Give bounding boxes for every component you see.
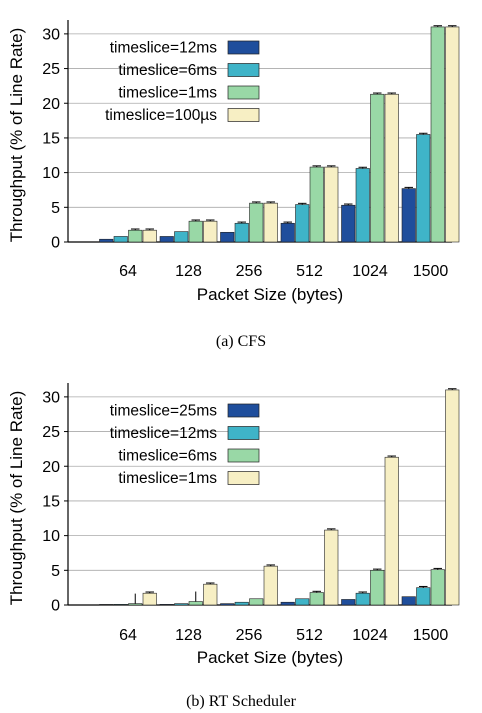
legend-swatch [227, 448, 260, 463]
legend-label: timeslice=1ms [118, 470, 217, 487]
x-tick-label: 256 [236, 627, 263, 644]
y-tick-label: 0 [51, 598, 60, 615]
bar-256-series-4 [263, 202, 278, 243]
bar-512-series-1 [280, 601, 295, 606]
chart-panel-rt-scheduler: 0 5 10 15 20 25 30 64 128 256 512 1024 1500 timeslice… [7, 383, 460, 710]
legend-label: timeslice=6ms [118, 62, 217, 79]
y-tick-label: 0 [51, 235, 60, 252]
bar-64-series-1 [99, 238, 114, 243]
figure-caption: (b) RT Scheduler [186, 693, 297, 710]
bar-1024-series-4 [384, 456, 399, 606]
x-axis-label: Packet Size (bytes) [197, 285, 343, 304]
x-tick-label: 64 [119, 627, 137, 644]
legend-label: timeslice=6ms [118, 448, 217, 465]
bar-512-series-4 [324, 166, 339, 243]
bar-256-series-3 [249, 598, 264, 606]
y-tick-label: 10 [42, 165, 60, 182]
bar-256-series-3 [249, 202, 264, 243]
legend-label: timeslice=12ms [110, 40, 217, 57]
bar-128-series-3 [188, 220, 203, 243]
y-tick-label: 5 [51, 200, 60, 217]
y-tick-label: 15 [42, 130, 60, 147]
y-tick-label: 10 [42, 528, 60, 545]
legend-label: timeslice=25ms [110, 403, 217, 420]
bar-1500-series-1 [401, 596, 416, 606]
bar-512-series-2 [295, 204, 310, 243]
bar-1024-series-3 [370, 570, 385, 606]
x-tick-label: 1024 [352, 627, 388, 644]
y-tick-label: 25 [42, 424, 60, 441]
bar-1024-series-2 [355, 592, 370, 606]
bar-512-series-3 [309, 592, 324, 606]
bar-128-series-3 [188, 601, 203, 606]
y-axis-label: Throughput (% of Line Rate) [7, 391, 26, 606]
bar-1500-series-4 [445, 389, 460, 606]
bar-1500-series-4 [445, 26, 460, 243]
bar-1024-series-2 [355, 168, 370, 243]
legend-swatch [227, 40, 260, 55]
legend-label: timeslice=1ms [118, 85, 217, 102]
y-tick-label: 20 [42, 459, 60, 476]
bar-1500-series-3 [430, 26, 445, 243]
legend-swatch [227, 63, 260, 77]
x-tick-label: 512 [296, 627, 323, 644]
bar-128-series-1 [159, 236, 174, 243]
bar-256-series-1 [220, 231, 235, 243]
bar-64-series-3 [128, 603, 143, 606]
bar-256-series-2 [234, 601, 249, 606]
legend-label: timeslice=12ms [110, 425, 217, 442]
bar-64-series-4 [142, 592, 157, 606]
legend-label: timeslice=100µs [105, 107, 217, 124]
bar-128-series-4 [203, 583, 218, 606]
x-tick-label: 512 [296, 263, 323, 280]
bar-128-series-2 [174, 231, 189, 243]
chart-panel-cfs: 0 5 10 15 20 25 30 64 128 256 512 1024 1500 timeslice… [7, 20, 460, 350]
bar-256-series-4 [263, 565, 278, 606]
bar-512-series-2 [295, 598, 310, 606]
y-tick-label: 15 [42, 493, 60, 510]
bar-64-series-2 [113, 604, 128, 606]
legend-swatch [227, 403, 260, 418]
figure-caption: (a) CFS [216, 333, 266, 350]
x-tick-label: 1500 [413, 627, 449, 644]
legend-swatch [227, 426, 260, 440]
bar-1500-series-3 [430, 569, 445, 606]
x-tick-label: 128 [175, 263, 202, 280]
y-tick-label: 25 [42, 61, 60, 78]
x-tick-label: 128 [175, 627, 202, 644]
bar-64-series-3 [128, 229, 143, 243]
x-tick-label: 256 [236, 263, 263, 280]
bar-512-series-3 [309, 166, 324, 243]
legend-swatch [227, 108, 260, 122]
x-tick-label: 64 [119, 263, 137, 280]
bar-128-series-4 [203, 220, 218, 243]
bar-256-series-1 [220, 603, 235, 606]
bar-1024-series-3 [370, 93, 385, 243]
bar-1500-series-1 [401, 188, 416, 243]
bar-512-series-4 [324, 529, 339, 606]
bar-128-series-2 [174, 603, 189, 606]
legend-swatch [227, 85, 260, 100]
y-tick-label: 5 [51, 563, 60, 580]
bar-1024-series-1 [341, 599, 356, 606]
bar-1024-series-4 [384, 93, 399, 243]
y-tick-label: 30 [42, 389, 60, 406]
bar-64-series-4 [142, 229, 157, 243]
legend-swatch [227, 471, 260, 485]
x-tick-label: 1500 [413, 263, 449, 280]
bar-1500-series-2 [416, 134, 431, 243]
y-tick-label: 20 [42, 96, 60, 113]
x-tick-label: 1024 [352, 263, 388, 280]
bar-64-series-1 [99, 604, 114, 606]
bar-128-series-1 [159, 604, 174, 606]
bar-512-series-1 [280, 222, 295, 243]
x-axis-label: Packet Size (bytes) [197, 648, 343, 667]
bar-1500-series-2 [416, 587, 431, 606]
bar-64-series-2 [113, 236, 128, 243]
bar-256-series-2 [234, 222, 249, 243]
bar-1024-series-1 [341, 204, 356, 243]
y-tick-label: 30 [42, 26, 60, 43]
y-axis-label: Throughput (% of Line Rate) [7, 28, 26, 243]
